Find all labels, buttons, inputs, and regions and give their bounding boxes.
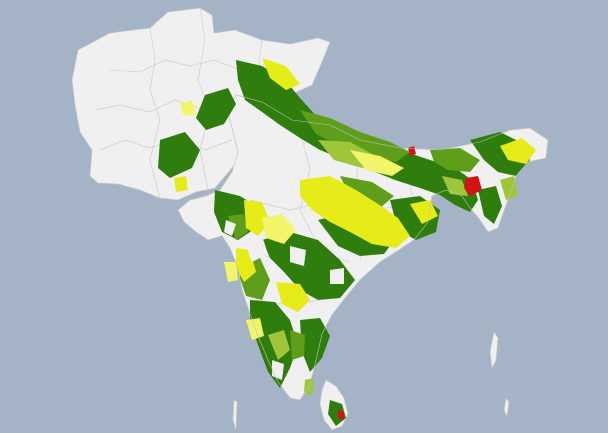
nodata-patches bbox=[224, 220, 344, 380]
maldives bbox=[232, 399, 238, 431]
nicobar-islands bbox=[503, 397, 510, 418]
veg-pale-yellow bbox=[180, 100, 404, 340]
veg-yellow bbox=[174, 58, 536, 312]
andaman-islands bbox=[489, 330, 499, 370]
coastline bbox=[177, 94, 549, 401]
